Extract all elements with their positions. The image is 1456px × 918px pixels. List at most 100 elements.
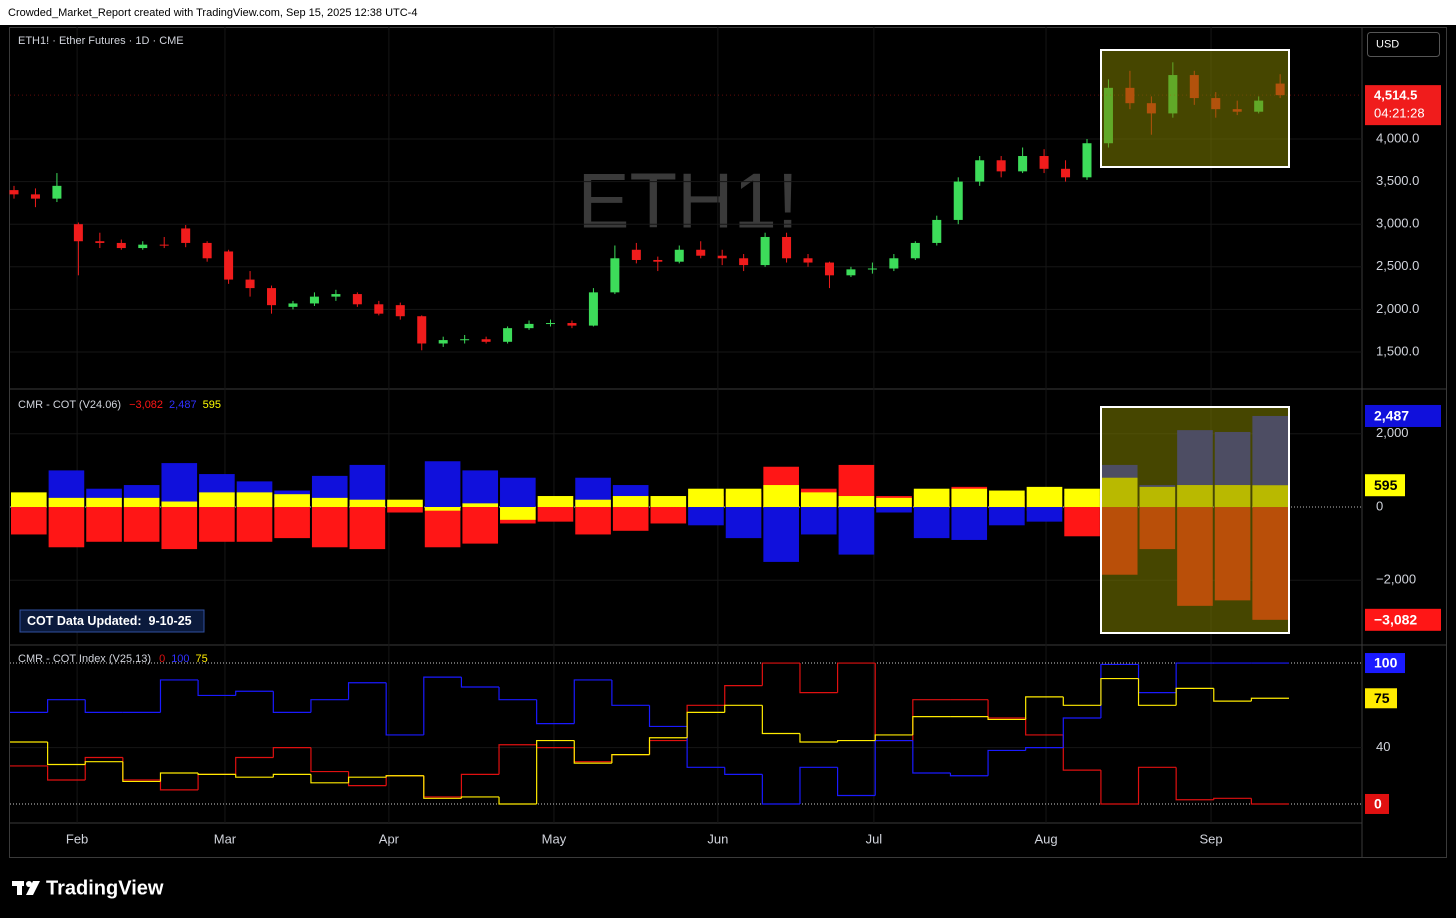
index-step: [235, 690, 274, 696]
cot-bar: [1026, 507, 1063, 522]
axis-label: −3,082: [1374, 612, 1417, 628]
index-step: [122, 761, 161, 783]
candle-body: [73, 224, 83, 242]
candle-body: [846, 269, 856, 276]
index-step: [347, 771, 387, 787]
candle-body: [653, 259, 663, 262]
brand: TradingView: [46, 877, 164, 899]
index-step: [498, 686, 537, 701]
y-tick-label: 3,500.0: [1376, 173, 1419, 188]
candle-body: [245, 279, 255, 289]
price-label-bg: [1365, 85, 1441, 126]
cot-bar: [199, 492, 235, 508]
cot-bar: [537, 496, 574, 508]
index-step: [912, 740, 951, 774]
cot-bar: [387, 499, 423, 508]
cot-bar: [876, 497, 912, 508]
axis-label-bg: [1365, 793, 1389, 814]
candle-body: [910, 242, 920, 259]
currency-button[interactable]: [1367, 32, 1440, 57]
candle-body: [267, 288, 277, 306]
candle-body: [975, 160, 985, 182]
cot-bar: [48, 497, 85, 508]
cot-bar: [123, 497, 160, 508]
cot-bar: [763, 485, 799, 508]
cot-bar: [86, 497, 122, 508]
axis-label-bg: [1365, 608, 1441, 631]
currency: USD: [1376, 38, 1399, 50]
cot-bar: [838, 496, 875, 508]
index-legend: CMR - COT Index (V25.13) 0 100 75: [18, 653, 208, 665]
cot-bar: [349, 499, 386, 508]
cot-bar: [161, 463, 198, 508]
candle-body: [202, 242, 212, 259]
index-step: [423, 775, 462, 799]
index-step: [799, 733, 838, 743]
index-step: [159, 772, 199, 782]
x-tick-label: Aug: [1034, 831, 1057, 846]
cot-bar: [161, 507, 198, 550]
cot-bar: [989, 490, 1025, 508]
cot-bar: [48, 507, 85, 548]
candle-body: [417, 316, 427, 344]
x-tick-label: Jun: [707, 831, 728, 846]
candle-body: [782, 236, 792, 259]
axis-label: 2,487: [1374, 408, 1409, 424]
x-tick-label: May: [542, 831, 567, 846]
candle-body: [138, 244, 148, 249]
index-step: [648, 705, 688, 728]
y-tick-label: 2,000.0: [1376, 301, 1419, 316]
index-step: [1100, 677, 1139, 706]
index-step: [836, 739, 876, 742]
candle-body: [395, 305, 405, 317]
legend-title: CMR - COT (V24.06): [18, 399, 121, 411]
x-tick-label: Jul: [866, 831, 883, 846]
candle-body: [889, 258, 899, 269]
highlight-box: [1100, 406, 1290, 634]
axis-label-bg: [1365, 688, 1397, 709]
candle-body: [760, 236, 770, 266]
candle-body: [824, 262, 834, 276]
index-step: [47, 741, 86, 766]
cot-bar: [537, 507, 574, 522]
y-tick-label: 2,000: [1376, 425, 1409, 440]
index-step: [611, 754, 650, 764]
axis-label-bg: [1365, 474, 1405, 497]
highlight-box: [1100, 49, 1290, 168]
index-step: [1025, 696, 1064, 720]
axis-label: 0: [1374, 796, 1382, 812]
index-step: [1062, 717, 1101, 748]
cot-bar: [989, 507, 1025, 526]
legend-value: 595: [203, 399, 221, 411]
index-step: [460, 773, 500, 797]
index-step: [573, 740, 612, 764]
legend-value: 100: [171, 653, 189, 665]
y-tick-label: 4,000.0: [1376, 130, 1419, 145]
candle-body: [288, 303, 298, 307]
cot-bar: [951, 507, 988, 540]
legend-value: −3,082: [129, 399, 163, 411]
index-step: [1025, 718, 1064, 736]
cot-bar: [725, 507, 762, 539]
legend-value: 2,487: [169, 399, 197, 411]
cot-bar: [763, 507, 799, 562]
index-step: [272, 773, 311, 778]
header-bar: [0, 0, 1456, 25]
index-step: [159, 679, 199, 713]
index-step: [686, 726, 725, 768]
index-step: [385, 775, 424, 778]
candle-body: [696, 249, 706, 256]
index-step: [573, 679, 612, 724]
index-step: [310, 699, 349, 713]
cot-bar: [913, 507, 950, 539]
index-step: [761, 774, 800, 805]
axis-label: 100: [1374, 655, 1398, 671]
x-tick-label: Mar: [214, 831, 237, 846]
candle-body: [867, 268, 877, 270]
cot-bar: [86, 507, 122, 542]
candle-body: [331, 294, 341, 297]
candle-body: [1082, 143, 1092, 178]
index-step: [1175, 687, 1214, 706]
index-step: [1213, 688, 1252, 702]
